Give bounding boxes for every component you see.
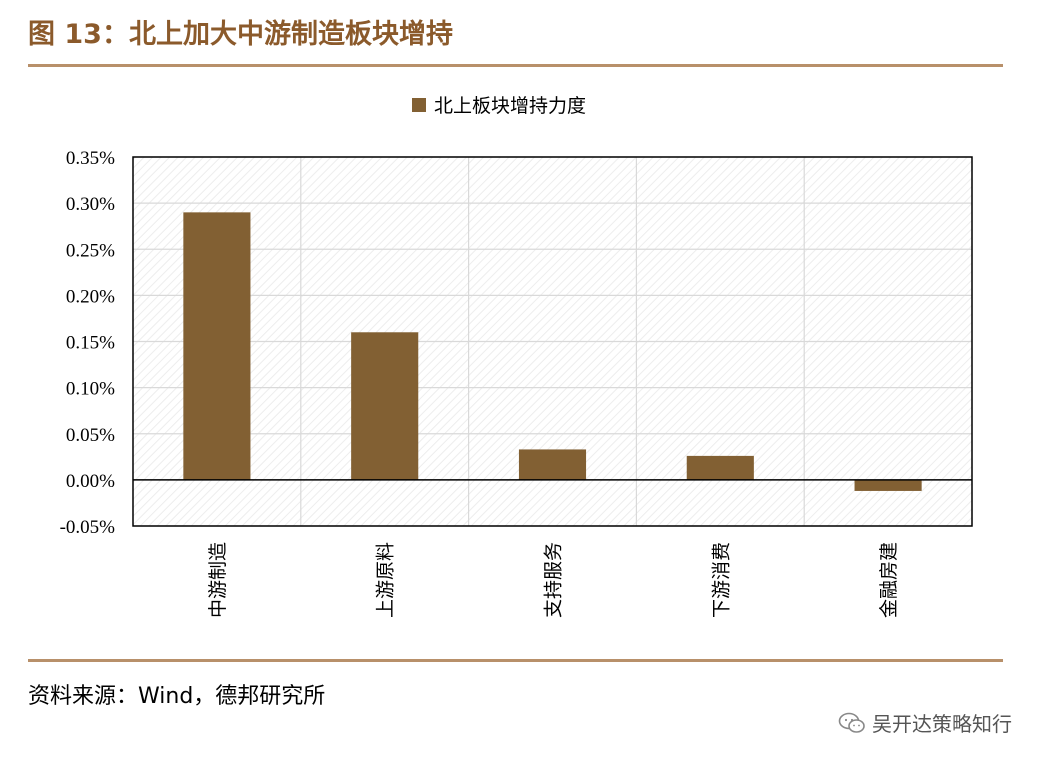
y-tick-label: 0.20% <box>66 286 115 307</box>
x-category-label: 金融房建 <box>878 542 900 618</box>
y-tick-label: 0.25% <box>66 240 115 261</box>
bar <box>854 479 922 491</box>
bar <box>183 212 251 480</box>
y-tick-label: 0.00% <box>66 471 115 492</box>
x-category-label: 下游消费 <box>710 542 732 618</box>
bottom-divider <box>28 659 1003 662</box>
x-category-label: 上游原料 <box>375 542 397 618</box>
legend-swatch <box>412 98 426 112</box>
plot-border <box>132 156 973 527</box>
top-divider <box>28 64 1003 67</box>
y-axis-ticks: -0.05% 0.00% 0.05% 0.10% 0.15% 0.20% 0.25% 0.30… <box>60 148 116 538</box>
figure-title: 图 13：北上加大中游制造板块增持 <box>28 19 453 50</box>
x-category-label: 支持服务 <box>543 542 565 618</box>
y-tick-label: 0.05% <box>66 425 115 446</box>
bar <box>686 455 754 480</box>
legend-label: 北上板块增持力度 <box>434 95 586 117</box>
wechat-icon <box>838 712 865 733</box>
source-note: 资料来源：Wind，德邦研究所 <box>28 684 326 709</box>
bar <box>518 449 587 480</box>
bar <box>351 332 419 480</box>
y-tick-label: 0.15% <box>66 333 115 354</box>
watermark-text: 吴开达策略知行 <box>872 712 1012 736</box>
y-tick-label: 0.35% <box>66 148 115 169</box>
bars <box>183 212 922 491</box>
y-tick-label: 0.30% <box>66 194 115 215</box>
x-category-label: 中游制造 <box>207 542 229 618</box>
y-tick-label: 0.10% <box>66 379 115 400</box>
watermark: 吴开达策略知行 <box>838 708 1012 737</box>
x-axis-categories: 中游制造 上游原料 支持服务 下游消费 金融房建 <box>207 542 900 618</box>
chart-legend: 北上板块增持力度 <box>412 95 586 117</box>
y-tick-label: -0.05% <box>60 517 116 538</box>
bar-chart: 北上板块增持力度 -0.05% 0.00% 0.05% 0.10% 0.15% 0.20%… <box>60 95 973 618</box>
